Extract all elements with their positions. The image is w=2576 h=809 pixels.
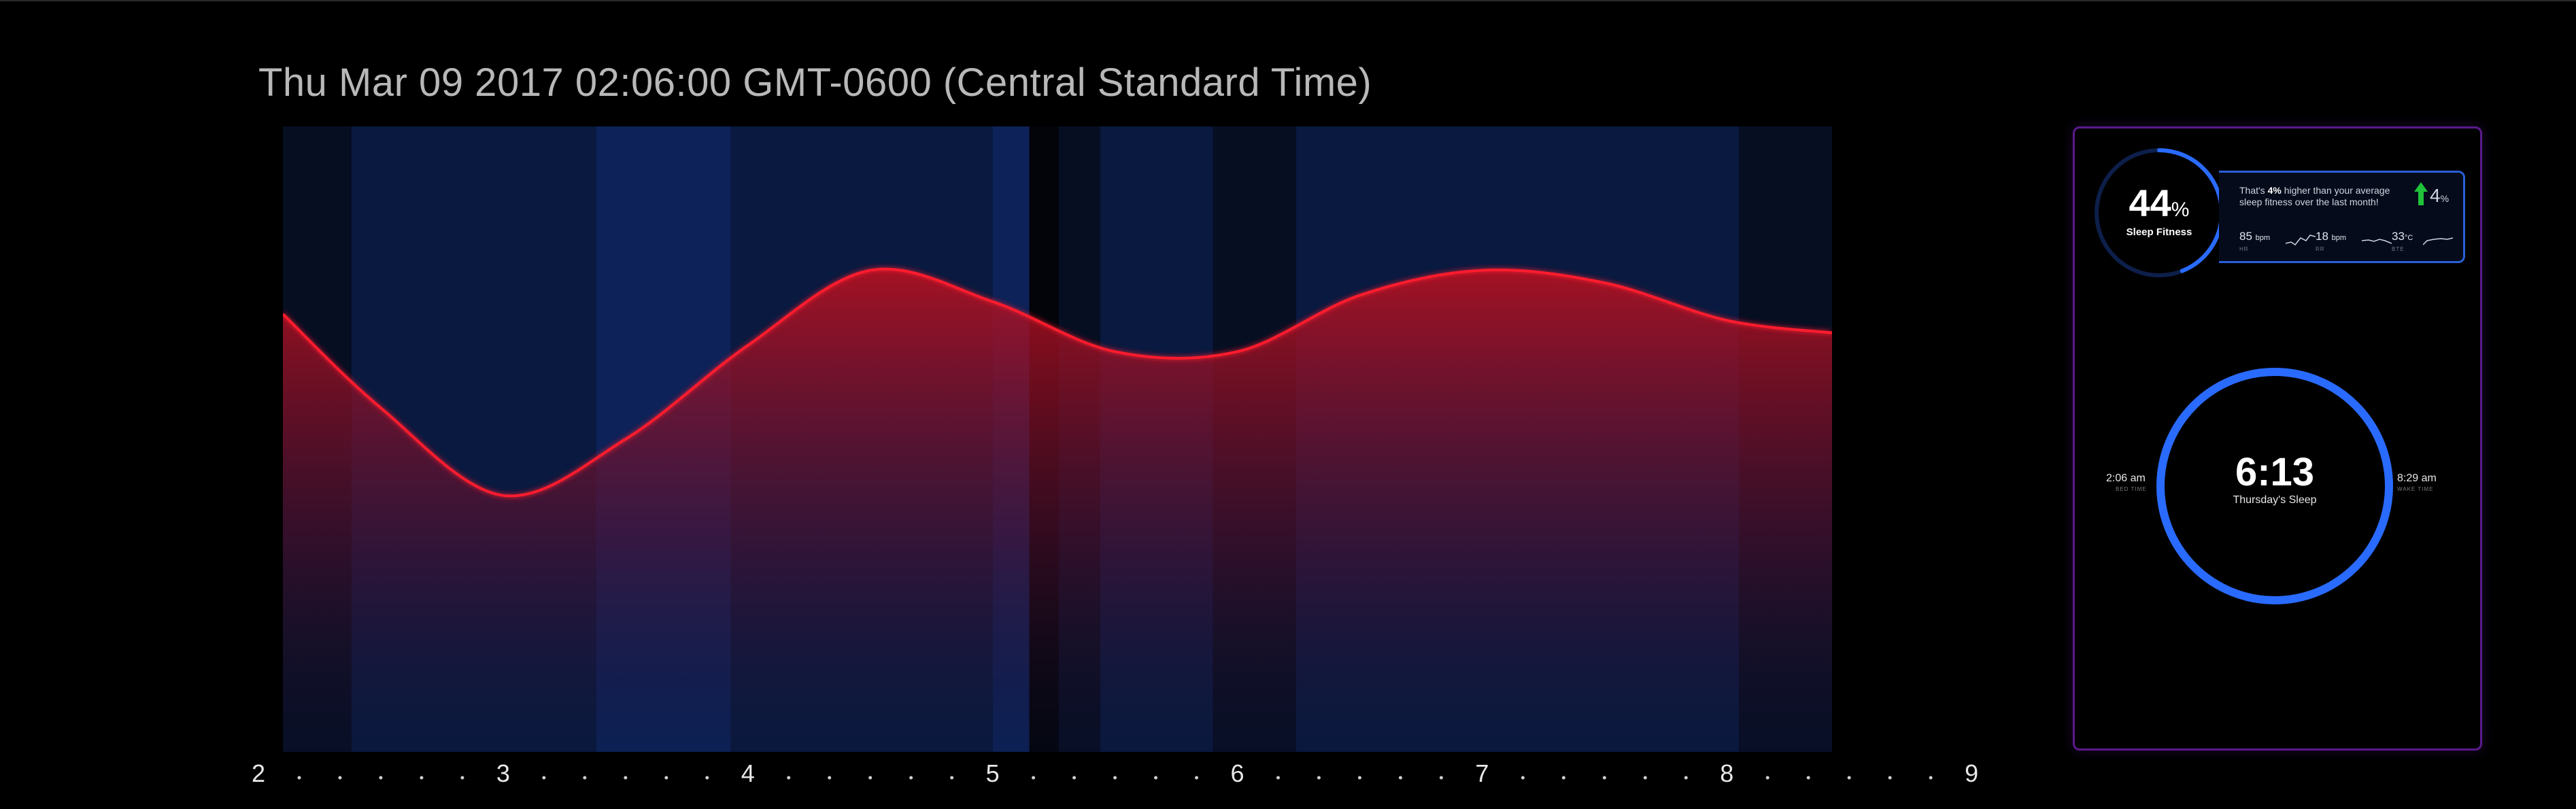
time-tick-dot [1929,776,1933,780]
heart-rate-label: HR [2239,246,2249,252]
time-tick-dot [787,776,791,780]
time-tick-dot [1032,776,1036,780]
time-tick-dot [1357,776,1361,780]
time-tick-dot [1806,776,1810,780]
time-tick-dot [705,776,709,780]
time-tick-label: 9 [1965,759,1978,787]
top-border [0,0,2576,1]
time-tick-dot [1684,776,1688,780]
time-tick-dot [1317,776,1321,780]
time-tick-dot [1765,776,1769,780]
respiratory-rate-sparkline [2362,239,2392,244]
respiratory-rate-stat: 18 bpm [2316,230,2347,243]
time-tick-dot [1847,776,1851,780]
sleep-day-label: Thursday's Sleep [2233,494,2317,506]
time-tick-dot [624,776,628,780]
time-tick-label: 2 [252,759,265,787]
time-tick-dot [583,776,587,780]
bed-time-label: BED TIME [2116,486,2147,492]
heart-rate-sparkline [2286,235,2316,246]
time-tick-dot [1072,776,1077,780]
time-tick-dot [1398,776,1402,780]
body-temp-stat: 33°C [2392,230,2413,243]
time-tick-dot [909,776,913,780]
time-tick-dot [664,776,668,780]
sleep-chart [283,126,1832,752]
heart-rate-stat: 85 bpm [2239,230,2271,243]
sleep-area-fill [283,269,1832,752]
time-tick-dot [868,776,872,780]
fitness-label: Sleep Fitness [2126,226,2192,238]
time-tick-label: 3 [496,759,510,787]
time-tick-dot [1113,776,1117,780]
time-tick-dot [828,776,832,780]
comparison-text: That's 4% higher than your average sleep… [2239,185,2390,207]
time-tick-dot [1276,776,1280,780]
time-tick-label: 7 [1475,759,1489,787]
time-tick-dot [1602,776,1606,780]
time-tick-dot [297,776,301,780]
sleep-curve-line [283,267,1832,498]
time-tick-label: 8 [1720,759,1733,787]
time-tick-dot [379,776,383,780]
comparison-box: That's 4% higher than your average sleep… [2219,171,2465,263]
body-temp-sparkline [2423,237,2453,245]
sleep-duration-ring [2156,368,2393,604]
time-tick-dot [1154,776,1158,780]
time-tick-dot [1561,776,1565,780]
sleep-summary-card[interactable]: That's 4% higher than your average sleep… [2073,126,2482,751]
time-tick-dot [460,776,464,780]
wake-time-label: WAKE TIME [2397,486,2434,492]
fitness-value: 44% [2129,182,2190,224]
recording-datetime: Thu Mar 09 2017 02:06:00 GMT-0600 (Centr… [258,61,1372,105]
time-tick-label: 5 [986,759,1000,787]
comparison-highlight: 4% [2267,185,2282,196]
time-tick-dot [338,776,342,780]
time-tick-dot [420,776,424,780]
time-tick-dot [1643,776,1647,780]
respiratory-rate-label: RR [2316,246,2325,252]
time-tick-dot [1439,776,1443,780]
body-temp-label: BTE [2392,246,2405,252]
time-tick-dot [542,776,546,780]
delta-value: 4% [2430,185,2450,206]
wake-time: 8:29 am [2397,472,2437,484]
bed-time: 2:06 am [2106,472,2146,484]
trend-up-icon [2414,182,2428,205]
time-tick-label: 6 [1230,759,1244,787]
time-axis: 2 3 4 5 6 7 8 9 [252,759,1978,787]
time-tick-dot [1195,776,1199,780]
time-tick-dot [1521,776,1525,780]
time-tick-dot [1888,776,1892,780]
sleep-duration: 6:13 [2235,450,2315,494]
time-tick-dot [950,776,954,780]
time-tick-label: 4 [741,759,755,787]
